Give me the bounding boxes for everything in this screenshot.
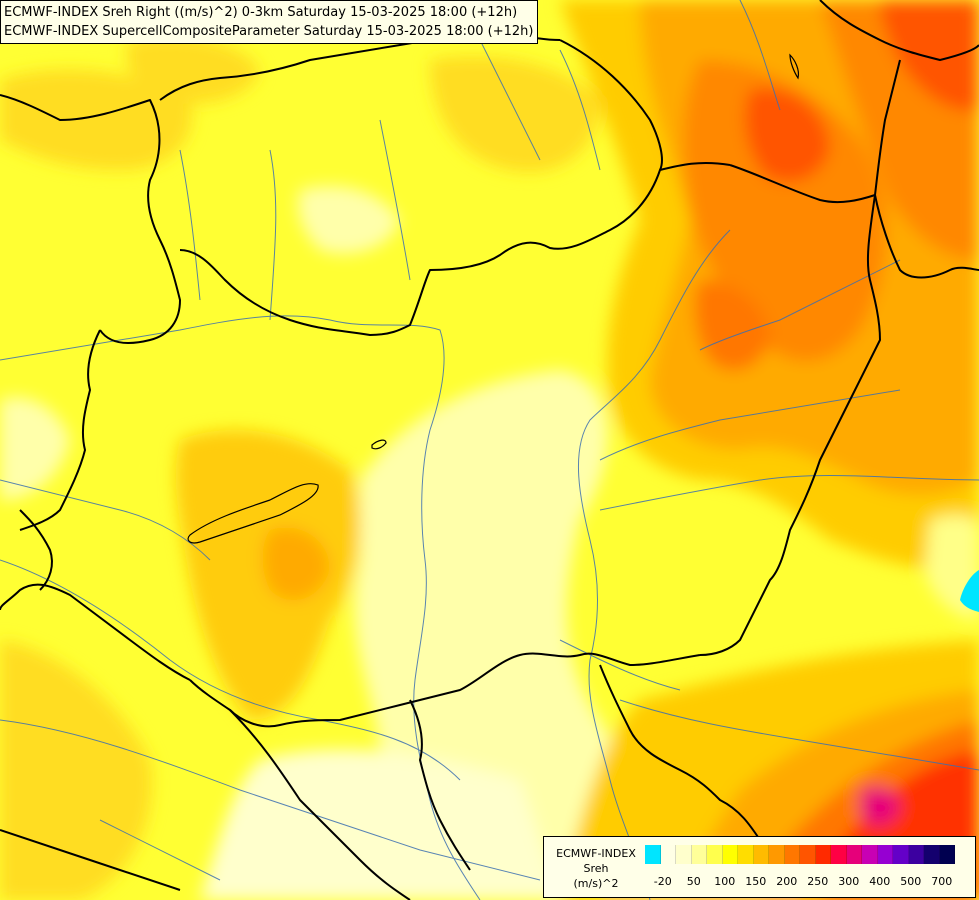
river-morava (179, 149, 201, 301)
legend-swatch (846, 845, 862, 864)
river-north1 (479, 39, 541, 161)
legend-swatch (784, 845, 800, 864)
river-west (0, 479, 211, 561)
map-title-box: ECMWF-INDEX Sreh Right ((m/s)^2) 0-3km S… (0, 0, 539, 44)
legend-swatch (722, 845, 738, 864)
river-somes (699, 259, 901, 351)
legend-tick: 50 (686, 875, 701, 888)
river-tisza (577, 229, 731, 900)
border-czech-slovakia (0, 94, 181, 344)
legend-swatch (707, 845, 723, 864)
legend-tick: 400 (869, 875, 891, 888)
river-north2 (559, 49, 601, 171)
lake-balaton (187, 483, 319, 544)
border-ne-ukraine (819, 0, 979, 61)
legend-swatch (753, 845, 769, 864)
river-se2 (559, 639, 681, 691)
legend-tick: 700 (931, 875, 953, 888)
border-ukraine (559, 39, 663, 171)
river-koros (599, 389, 901, 461)
border-hungary-romania (729, 164, 979, 279)
legend-swatch (738, 845, 754, 864)
field-magenta-se (860, 786, 900, 826)
border-bosnia (229, 709, 411, 900)
field-deep-orange-east (683, 60, 887, 362)
field-gold-sw (0, 640, 152, 900)
field-red-ne (745, 88, 830, 182)
border-croatia (0, 583, 191, 681)
legend-swatch (800, 845, 816, 864)
field-orange-mid-e (694, 280, 770, 371)
lakes (187, 53, 800, 544)
river-danube (0, 315, 481, 900)
river-sava (0, 719, 541, 881)
border-slovenia (19, 509, 53, 591)
field-gold-n (126, 36, 260, 104)
river-sw (99, 819, 221, 881)
river-hron (379, 119, 411, 281)
legend-swatch (862, 845, 878, 864)
legend-swatch (815, 845, 831, 864)
river-drava (0, 559, 461, 781)
border-south-sw (0, 829, 181, 891)
field-cyan-east (960, 570, 979, 612)
legend-swatch (645, 845, 661, 864)
field-gold-north-center (430, 56, 600, 172)
legend-unit: (m/s)^2 (573, 877, 619, 890)
river-se1 (619, 699, 979, 771)
field-orange-center-w (262, 527, 330, 601)
border-hungary-south (189, 652, 701, 728)
legend-swatch (769, 845, 785, 864)
legend-tick: -20 (653, 875, 672, 888)
legend-tick: 100 (714, 875, 736, 888)
border-serbia-west (409, 699, 471, 871)
field-pale-west (0, 397, 70, 500)
river-maros (599, 475, 979, 511)
legend-tick: 250 (807, 875, 829, 888)
legend-swatch (924, 845, 940, 864)
legend-source: ECMWF-INDEX (556, 847, 636, 860)
legend-swatch (939, 845, 955, 864)
lake-velence (371, 439, 387, 450)
legend-caption: ECMWF-INDEX Sreh (m/s)^2 (548, 846, 644, 891)
legend-tick: 500 (900, 875, 922, 888)
legend-swatch (676, 845, 692, 864)
legend-tick-labels: -20 50 100 150 200 250 300 400 500 700 (645, 875, 971, 891)
field-gold-nw (0, 69, 192, 170)
border-austria-hungary (19, 329, 101, 531)
border-ne-romania (874, 59, 901, 196)
map-title-line2: ECMWF-INDEX SupercellCompositeParameter … (4, 24, 534, 39)
legend-variable: Sreh (583, 862, 609, 875)
lake-ne (789, 53, 800, 80)
legend-swatch (893, 845, 909, 864)
river-northeast (739, 0, 781, 111)
legend-tick: 200 (776, 875, 798, 888)
border-serbia (599, 664, 761, 841)
legend-swatch (831, 845, 847, 864)
legend-tick: 300 (838, 875, 860, 888)
legend-tick: 150 (745, 875, 767, 888)
river-vah (269, 149, 277, 321)
field-pale-north (298, 186, 400, 254)
legend-swatch (691, 845, 707, 864)
border-slovakia-hungary (179, 161, 731, 336)
map-title-line1: ECMWF-INDEX Sreh Right ((m/s)^2) 0-3km S… (4, 5, 518, 20)
legend-swatch (908, 845, 924, 864)
color-legend: ECMWF-INDEX Sreh (m/s)^2 -20 50 100 150 200 2… (543, 836, 976, 898)
legend-swatch (877, 845, 893, 864)
legend-color-bar (645, 845, 955, 864)
legend-swatch (660, 845, 676, 864)
border-romania-east (699, 194, 881, 656)
field-red-ne2 (880, 0, 979, 111)
